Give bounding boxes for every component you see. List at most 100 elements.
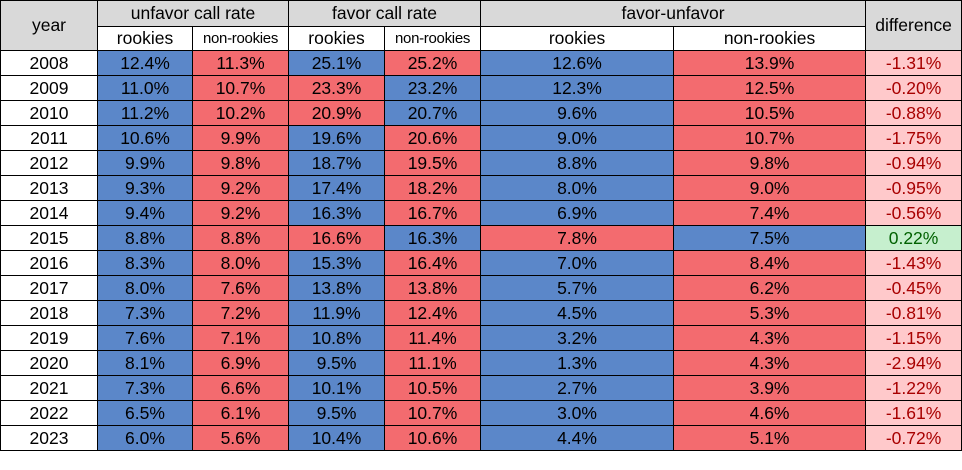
favor-unfavor-rookies-cell: 5.7% — [480, 275, 675, 301]
favor-rookies-cell: 20.9% — [288, 100, 386, 126]
unfavor-rookies-cell: 8.1% — [97, 350, 193, 376]
year-cell: 2014 — [0, 200, 98, 226]
difference-cell: -1.31% — [865, 50, 962, 76]
unfavor-rookies-subheader: rookies — [97, 26, 193, 51]
favor-non-rookies-cell: 19.5% — [384, 150, 482, 176]
difference-cell: -0.45% — [865, 275, 962, 301]
table-row: 2013 9.3% 9.2% 17.4% 18.2% 8.0% 9.0% -0.95% — [0, 175, 962, 201]
favor-unfavor-non-rookies-cell: 8.4% — [673, 250, 867, 276]
difference-header: difference — [865, 0, 962, 51]
favor-non-rookies-cell: 16.4% — [384, 250, 482, 276]
favor-non-rookies-cell: 12.4% — [384, 300, 482, 326]
unfavor-rookies-cell: 8.0% — [97, 275, 193, 301]
difference-cell: -1.43% — [865, 250, 962, 276]
favor-rookies-cell: 25.1% — [288, 50, 386, 76]
table-row: 2022 6.5% 6.1% 9.5% 10.7% 3.0% 4.6% -1.61% — [0, 400, 962, 426]
header-row-subgroups: rookies non-rookies rookies non-rookies … — [1, 26, 962, 51]
favor-non-rookies-cell: 13.8% — [384, 275, 482, 301]
favor-rookies-cell: 18.7% — [288, 150, 386, 176]
table-row: 2011 10.6% 9.9% 19.6% 20.6% 9.0% 10.7% -1.75% — [0, 125, 962, 151]
difference-cell: 0.22% — [865, 225, 962, 251]
favor-unfavor-non-rookies-cell: 10.7% — [673, 125, 867, 151]
unfavor-non-rookies-cell: 6.6% — [191, 375, 290, 401]
unfavor-non-rookies-cell: 9.2% — [191, 200, 290, 226]
unfavor-non-rookies-cell: 9.2% — [191, 175, 290, 201]
favor-rookies-cell: 16.6% — [288, 225, 386, 251]
favor-unfavor-non-rookies-cell: 12.5% — [673, 75, 867, 101]
difference-cell: -0.81% — [865, 300, 962, 326]
unfavor-rookies-cell: 12.4% — [97, 50, 193, 76]
fu-non-rookies-subheader: non-rookies — [673, 26, 867, 51]
favor-unfavor-non-rookies-cell: 10.5% — [673, 100, 867, 126]
favor-unfavor-non-rookies-cell: 9.0% — [673, 175, 867, 201]
table-row: 2012 9.9% 9.8% 18.7% 19.5% 8.8% 9.8% -0.94% — [0, 150, 962, 176]
favor-unfavor-rookies-cell: 4.4% — [480, 425, 675, 451]
unfavor-non-rookies-cell: 5.6% — [191, 425, 290, 451]
table-row: 2018 7.3% 7.2% 11.9% 12.4% 4.5% 5.3% -0.81% — [0, 300, 962, 326]
unfavor-rookies-cell: 6.0% — [97, 425, 193, 451]
unfavor-non-rookies-cell: 7.1% — [191, 325, 290, 351]
favor-rookies-subheader: rookies — [288, 26, 386, 51]
favor-unfavor-rookies-cell: 3.2% — [480, 325, 675, 351]
favor-rookies-cell: 15.3% — [288, 250, 386, 276]
year-header: year — [0, 0, 98, 51]
favor-unfavor-rookies-cell: 9.6% — [480, 100, 675, 126]
table-row: 2020 8.1% 6.9% 9.5% 11.1% 1.3% 4.3% -2.94% — [0, 350, 962, 376]
favor-unfavor-rookies-cell: 8.0% — [480, 175, 675, 201]
table-row: 2017 8.0% 7.6% 13.8% 13.8% 5.7% 6.2% -0.45% — [0, 275, 962, 301]
difference-cell: -0.88% — [865, 100, 962, 126]
difference-cell: -1.61% — [865, 400, 962, 426]
year-cell: 2017 — [0, 275, 98, 301]
unfavor-non-rookies-cell: 7.2% — [191, 300, 290, 326]
difference-cell: -0.56% — [865, 200, 962, 226]
unfavor-non-rookies-cell: 9.9% — [191, 125, 290, 151]
unfavor-rookies-cell: 9.9% — [97, 150, 193, 176]
favor-minus-unfavor-header: favor-unfavor — [480, 0, 867, 27]
favor-unfavor-non-rookies-cell: 7.4% — [673, 200, 867, 226]
favor-unfavor-non-rookies-cell: 5.1% — [673, 425, 867, 451]
year-cell: 2012 — [0, 150, 98, 176]
favor-non-rookies-subheader: non-rookies — [384, 26, 482, 51]
favor-rookies-cell: 11.9% — [288, 300, 386, 326]
unfavor-non-rookies-cell: 8.8% — [191, 225, 290, 251]
table-row: 2021 7.3% 6.6% 10.1% 10.5% 2.7% 3.9% -1.22% — [0, 375, 962, 401]
favor-unfavor-rookies-cell: 2.7% — [480, 375, 675, 401]
favor-unfavor-non-rookies-cell: 4.6% — [673, 400, 867, 426]
favor-non-rookies-cell: 20.6% — [384, 125, 482, 151]
favor-unfavor-non-rookies-cell: 13.9% — [673, 50, 867, 76]
unfavor-rookies-cell: 7.6% — [97, 325, 193, 351]
favor-rookies-cell: 19.6% — [288, 125, 386, 151]
unfavor-non-rookies-cell: 11.3% — [191, 50, 290, 76]
favor-rookies-cell: 23.3% — [288, 75, 386, 101]
favor-unfavor-rookies-cell: 4.5% — [480, 300, 675, 326]
favor-unfavor-non-rookies-cell: 9.8% — [673, 150, 867, 176]
favor-rookies-cell: 9.5% — [288, 400, 386, 426]
unfavor-call-rate-header: unfavor call rate — [96, 0, 290, 27]
favor-non-rookies-cell: 10.6% — [384, 425, 482, 451]
favor-rookies-cell: 10.1% — [288, 375, 386, 401]
unfavor-non-rookies-cell: 6.1% — [191, 400, 290, 426]
table-row: 2010 11.2% 10.2% 20.9% 20.7% 9.6% 10.5% -0.88% — [0, 100, 962, 126]
unfavor-rookies-cell: 6.5% — [97, 400, 193, 426]
favor-unfavor-non-rookies-cell: 5.3% — [673, 300, 867, 326]
favor-non-rookies-cell: 18.2% — [384, 175, 482, 201]
fu-rookies-subheader: rookies — [480, 26, 675, 51]
favor-unfavor-rookies-cell: 3.0% — [480, 400, 675, 426]
table-row: 2015 8.8% 8.8% 16.6% 16.3% 7.8% 7.5% 0.22% — [0, 225, 962, 251]
favor-rookies-cell: 16.3% — [288, 200, 386, 226]
difference-cell: -0.72% — [865, 425, 962, 451]
favor-unfavor-non-rookies-cell: 4.3% — [673, 350, 867, 376]
table-row: 2016 8.3% 8.0% 15.3% 16.4% 7.0% 8.4% -1.43% — [0, 250, 962, 276]
difference-cell: -1.22% — [865, 375, 962, 401]
unfavor-non-rookies-cell: 10.2% — [191, 100, 290, 126]
favor-rookies-cell: 17.4% — [288, 175, 386, 201]
year-cell: 2013 — [0, 175, 98, 201]
unfavor-rookies-cell: 8.3% — [97, 250, 193, 276]
unfavor-rookies-cell: 11.2% — [97, 100, 193, 126]
year-cell: 2008 — [0, 50, 98, 76]
favor-non-rookies-cell: 25.2% — [384, 50, 482, 76]
unfavor-non-rookies-cell: 8.0% — [191, 250, 290, 276]
year-cell: 2010 — [0, 100, 98, 126]
favor-non-rookies-cell: 11.1% — [384, 350, 482, 376]
year-cell: 2015 — [0, 225, 98, 251]
